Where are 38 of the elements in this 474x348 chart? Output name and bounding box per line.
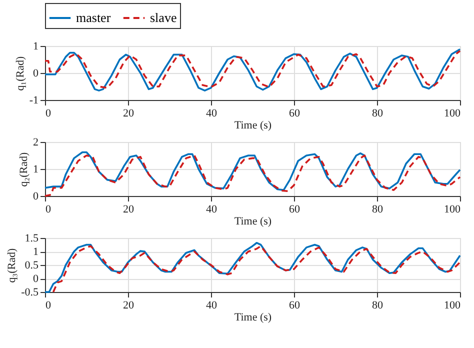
y-tick-label: 1 — [33, 40, 38, 52]
x-tick-label: 60 — [289, 300, 300, 312]
y-tick-label: 0.5 — [24, 260, 39, 272]
y-axis-title: q₃(Rad) — [6, 248, 18, 283]
x-tick-label: 40 — [206, 300, 218, 312]
x-tick-label: 60 — [289, 204, 300, 216]
y-tick-label: -1 — [29, 94, 38, 106]
x-axis-title: Time (s) — [234, 120, 272, 132]
x-axis-title: Time (s) — [234, 216, 272, 228]
x-tick-label: 100 — [444, 300, 461, 312]
y-tick-label: 0 — [33, 68, 39, 80]
x-axis-title: Time (s) — [234, 312, 272, 324]
legend-label: master — [76, 10, 112, 25]
y-tick-label: 1 — [33, 164, 38, 176]
x-tick-label: 100 — [444, 204, 461, 216]
y-tick-label: 1 — [33, 246, 38, 258]
y-axis-title: q₁(Rad) — [14, 56, 26, 91]
x-tick-label: 60 — [289, 108, 300, 120]
y-tick-label: 1.5 — [24, 232, 39, 244]
legend-label: slave — [150, 10, 177, 25]
x-tick-label: 40 — [206, 204, 218, 216]
x-tick-label: 0 — [46, 204, 52, 216]
x-tick-label: 0 — [46, 300, 52, 312]
y-axis-title: q₂(Rad) — [18, 152, 30, 187]
x-tick-label: 40 — [206, 108, 218, 120]
y-tick-label: 0 — [33, 273, 39, 285]
y-tick-label: -0.5 — [21, 286, 39, 298]
x-tick-label: 20 — [123, 108, 134, 120]
x-tick-label: 0 — [46, 108, 52, 120]
line-series — [44, 151, 461, 191]
x-tick-label: 20 — [123, 300, 134, 312]
x-tick-label: 80 — [372, 300, 384, 312]
x-tick-label: 20 — [123, 204, 134, 216]
x-tick-label: 80 — [372, 204, 384, 216]
y-tick-label: 0 — [33, 190, 39, 202]
x-tick-label: 80 — [372, 108, 384, 120]
y-tick-label: 2 — [33, 136, 38, 148]
x-tick-label: 100 — [444, 108, 461, 120]
